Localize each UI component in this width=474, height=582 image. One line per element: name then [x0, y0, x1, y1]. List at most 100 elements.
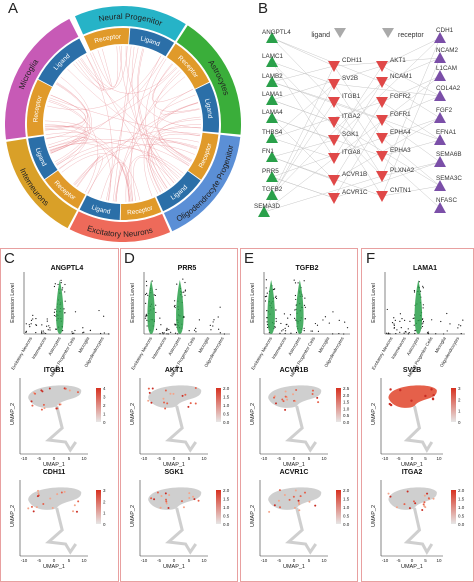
expression-point [282, 329, 284, 331]
expression-point [40, 408, 43, 411]
expression-point [151, 280, 153, 282]
network-edge [381, 81, 441, 119]
expression-point [173, 300, 176, 302]
expression-point [427, 333, 430, 335]
expression-point [153, 294, 155, 296]
network-edge [333, 121, 441, 187]
network-edge [333, 121, 383, 197]
ligand-header-icon [334, 28, 346, 38]
expression-point [266, 321, 268, 323]
network-edge [333, 65, 383, 139]
partner-node [434, 134, 446, 145]
expression-point [187, 405, 190, 408]
interaction-link [81, 57, 177, 94]
receptor-node [328, 97, 340, 108]
receptor-label: ACVR1B [342, 171, 367, 178]
expression-point [154, 294, 156, 297]
expression-point [294, 294, 297, 297]
interaction-link [46, 83, 88, 140]
color-scale-tick: 1 [103, 412, 106, 417]
expression-point [219, 306, 221, 308]
network-edge [271, 137, 383, 178]
expression-point [195, 327, 197, 329]
ligand-band [156, 171, 201, 212]
panel-label-e: E [244, 250, 255, 267]
expression-point [328, 322, 330, 324]
expression-point [35, 324, 38, 326]
x-tick: -5 [157, 456, 161, 461]
expression-point [63, 490, 66, 493]
umap-cluster [388, 487, 437, 510]
expression-point [316, 324, 319, 326]
expression-point [219, 332, 221, 334]
x-tick: 5 [68, 558, 71, 563]
expression-point [279, 332, 281, 334]
network-edge [271, 37, 335, 67]
expression-point [389, 495, 392, 498]
expression-point [46, 325, 48, 327]
interaction-link [48, 101, 99, 193]
receptor-label: NCAM1 [390, 73, 413, 80]
expression-point [209, 324, 211, 326]
interaction-link [73, 127, 201, 185]
expression-point [55, 328, 57, 330]
expression-point [73, 332, 75, 334]
network-edge [271, 65, 335, 196]
expression-point [54, 283, 56, 285]
network-edge [333, 37, 441, 141]
expression-point [167, 333, 169, 335]
expression-point [61, 289, 63, 291]
violin-plot-0: ANGPTL4 Expression Level Excitatory Neuron… [10, 265, 110, 378]
partner-node [434, 52, 446, 63]
expression-point [422, 307, 424, 309]
receptor-label: CDH11 [342, 57, 363, 64]
expression-point [282, 400, 285, 403]
expression-point [265, 287, 267, 289]
network-edge [271, 176, 335, 199]
x-tick: -5 [396, 558, 400, 563]
segment-5 [5, 18, 79, 140]
umap-cluster [45, 405, 78, 453]
expression-point [284, 332, 286, 335]
color-scale-tick: 1.0 [223, 403, 230, 408]
cell-type-label: Astrocytes [47, 335, 62, 356]
cell-type-label: Astrocytes [287, 335, 302, 356]
expression-point [389, 403, 393, 407]
color-scale-tick: 1 [458, 409, 461, 414]
expression-point [71, 332, 74, 335]
color-scale-tick: 2.0 [223, 386, 230, 391]
expression-point [223, 333, 226, 335]
x-tick: -5 [37, 456, 41, 461]
expression-point [25, 323, 27, 325]
expression-point [168, 493, 171, 496]
expression-point [395, 506, 398, 509]
expression-point [188, 497, 191, 500]
umap-title: ACVR1C [280, 469, 309, 476]
expression-point [76, 391, 79, 394]
interaction-link [78, 46, 128, 89]
expression-point [189, 402, 192, 405]
network-edge [271, 37, 335, 103]
interaction-link [61, 153, 141, 201]
umap-plot-2: ACVR1B 2.5 2.0 1.51.0 0.5 0.0 -10 -5 0 5 10 UMAP_1 U… [250, 367, 350, 468]
expression-point [422, 503, 425, 506]
expression-point [287, 317, 289, 319]
expression-point [51, 506, 54, 509]
x-tick: 5 [68, 456, 71, 461]
expression-point [311, 330, 314, 332]
expression-point [41, 332, 43, 334]
x-tick: 0 [173, 456, 176, 461]
segment-3 [69, 211, 171, 243]
expression-point [275, 295, 277, 297]
expression-point [299, 495, 302, 498]
expression-point [193, 329, 196, 331]
expression-point [386, 332, 388, 334]
partner-label: SEMA6B [436, 151, 462, 158]
expression-point [77, 500, 80, 503]
umap-cluster [285, 405, 318, 453]
ligand-band [79, 195, 121, 220]
expression-point [174, 306, 176, 309]
expression-point [212, 321, 214, 323]
